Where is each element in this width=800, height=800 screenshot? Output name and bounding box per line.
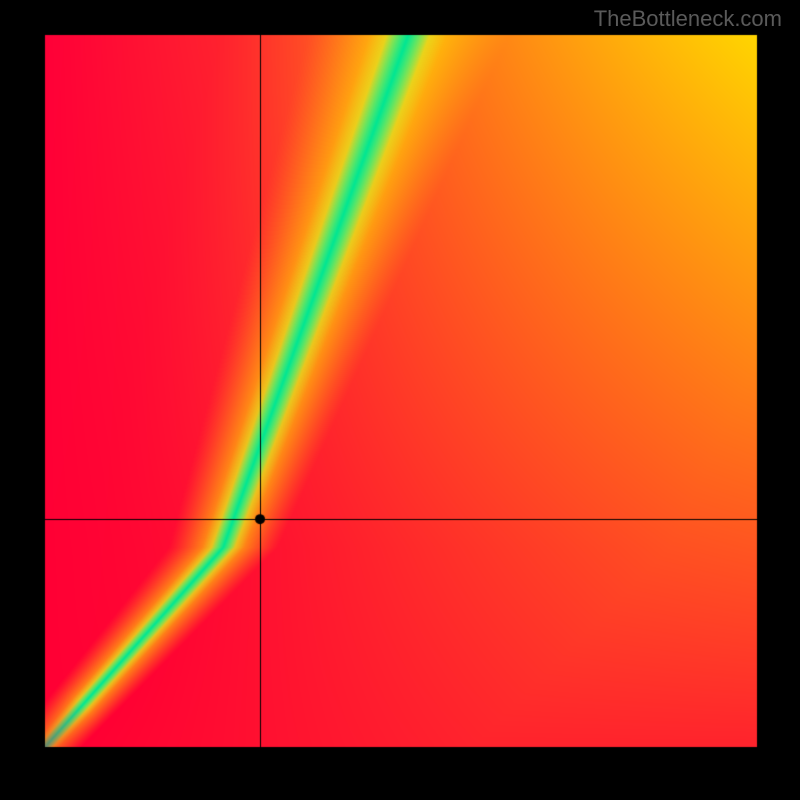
heatmap-canvas [0,0,800,800]
watermark-text: TheBottleneck.com [594,6,782,32]
chart-container: TheBottleneck.com [0,0,800,800]
